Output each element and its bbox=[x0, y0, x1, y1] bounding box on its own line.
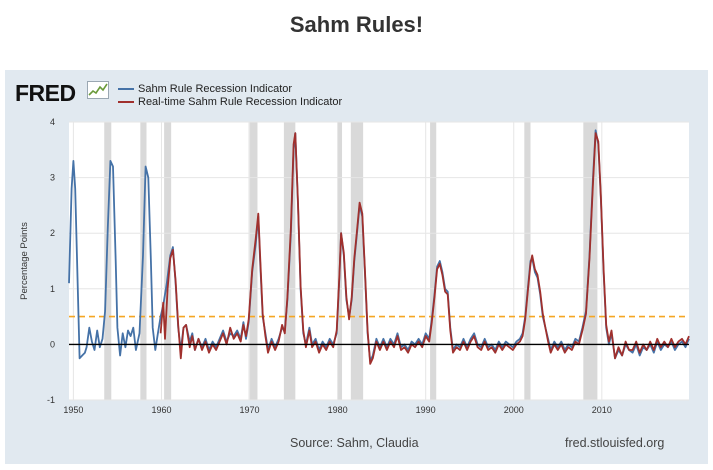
y-tick-label: -1 bbox=[47, 395, 55, 405]
y-tick-label: 4 bbox=[50, 117, 55, 127]
recession-band bbox=[104, 122, 112, 400]
legend-item-sahm[interactable]: Sahm Rule Recession Indicator bbox=[118, 82, 342, 95]
recession-band bbox=[350, 122, 364, 400]
legend-swatch-red bbox=[118, 100, 134, 103]
x-tick-label: 1990 bbox=[416, 405, 436, 415]
legend-item-realtime[interactable]: Real-time Sahm Rule Recession Indicator bbox=[118, 95, 342, 108]
x-tick-label: 2010 bbox=[592, 405, 612, 415]
chart: -1 0 1 2 3 4 1950 1960 1970 1980 1990 2000 2010 Perce… bbox=[19, 117, 690, 415]
fred-logo[interactable]: FRED bbox=[15, 80, 76, 106]
recession-band bbox=[164, 122, 172, 400]
recession-band bbox=[524, 122, 531, 400]
legend: Sahm Rule Recession Indicator Real-time … bbox=[118, 82, 342, 108]
x-tick-label: 2000 bbox=[504, 405, 524, 415]
source-note: Source: Sahm, Claudia bbox=[290, 436, 419, 450]
fred-url[interactable]: fred.stlouisfed.org bbox=[565, 436, 665, 450]
fred-graph-panel: FRED Sahm Rule Recession Indicator Real-… bbox=[5, 70, 708, 464]
y-tick-label: 2 bbox=[50, 228, 55, 238]
page-title: Sahm Rules! bbox=[289, 12, 424, 37]
y-tick-label: 1 bbox=[50, 284, 55, 294]
legend-label-sahm: Sahm Rule Recession Indicator bbox=[138, 82, 293, 95]
x-tick-label: 1970 bbox=[240, 405, 260, 415]
fred-graph-icon bbox=[87, 81, 109, 99]
legend-label-realtime: Real-time Sahm Rule Recession Indicator bbox=[138, 95, 343, 108]
x-tick-label: 1980 bbox=[328, 405, 348, 415]
recession-band bbox=[430, 122, 437, 400]
y-tick-label: 3 bbox=[50, 173, 55, 183]
x-tick-label: 1960 bbox=[151, 405, 171, 415]
legend-swatch-blue bbox=[118, 87, 134, 90]
y-axis-title: Percentage Points bbox=[19, 222, 30, 300]
recession-band bbox=[583, 122, 598, 400]
y-tick-label: 0 bbox=[50, 339, 55, 349]
x-tick-label: 1950 bbox=[63, 405, 83, 415]
